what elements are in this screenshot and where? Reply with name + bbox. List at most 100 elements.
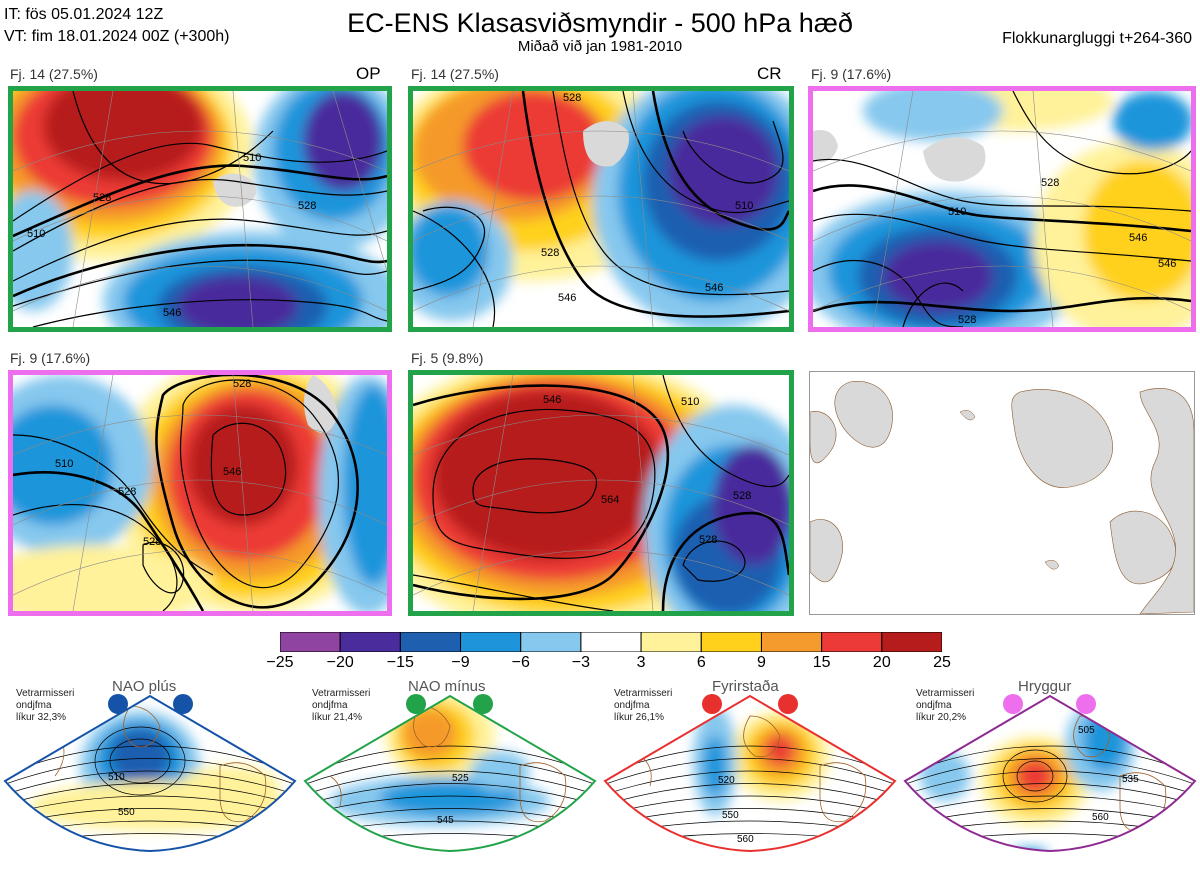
colorbar-tick-label-1: −25 bbox=[266, 654, 294, 671]
regime-3-note-line-2: ondjfma bbox=[614, 700, 650, 711]
regime-4-note-line-2: ondjfma bbox=[916, 700, 952, 711]
colorbar-tick-label-7: 3 bbox=[636, 654, 646, 671]
regime-1-note-line-2: ondjfma bbox=[16, 700, 52, 711]
regime-4-title: Hryggur bbox=[1018, 678, 1072, 695]
page-title: EC-ENS Klasasviðsmyndir - 500 hPa hæð bbox=[347, 8, 853, 38]
regime-1-title: NAO plús bbox=[112, 678, 177, 695]
panel-1-contour-label-4: 528 bbox=[298, 200, 316, 212]
colorbar-swatch-1 bbox=[279, 631, 341, 653]
colorbar-tick-label-12: 25 bbox=[933, 654, 951, 671]
panel-4-contour-label-4: 510 bbox=[55, 458, 73, 470]
panel-2-contour-label-2: 510 bbox=[735, 200, 753, 212]
colorbar-swatch-4 bbox=[460, 631, 522, 653]
regime-3-contour-label-2: 550 bbox=[722, 810, 739, 821]
regime-4-contour-label-3: 560 bbox=[1092, 812, 1109, 823]
panel-1-contour-label-3: 510 bbox=[243, 152, 261, 164]
regime-1-note-line-1: Vetrarmisseri bbox=[16, 688, 75, 699]
classification-window: Flokkunargluggi t+264-360 bbox=[1002, 30, 1192, 47]
cluster-map-panel-5[interactable]: 546 564 528 510 528 bbox=[408, 370, 794, 616]
panel-4-label: Fj. 9 (17.6%) bbox=[10, 350, 91, 366]
panel-5-contour-label-1: 546 bbox=[543, 394, 561, 406]
regime-3-contour-label-3: 560 bbox=[737, 834, 754, 845]
panel-2-tag: CR bbox=[757, 64, 782, 83]
colorbar-swatch-9 bbox=[760, 631, 823, 653]
regime-panel-nao-plus[interactable]: 510 550 NAO plús Vetrarmisseri ondjfma l… bbox=[0, 676, 300, 871]
panel-1-contour-label-2: 528 bbox=[93, 192, 111, 204]
colorbar-tick-label-10: 15 bbox=[812, 654, 831, 671]
panel-1-contour-label-5: 546 bbox=[163, 307, 181, 319]
panel-5-label: Fj. 5 (9.8%) bbox=[411, 350, 484, 366]
colorbar-tick-label-5: −6 bbox=[511, 654, 530, 671]
panel-3-contour-label-5: 546 bbox=[1158, 258, 1176, 270]
panel-3-contour-label-3: 546 bbox=[1129, 232, 1147, 244]
panel-3-label: Fj. 9 (17.6%) bbox=[811, 66, 892, 82]
regime-2-note-line-3: líkur 21,4% bbox=[312, 712, 363, 723]
panel-5-contour-label-2: 564 bbox=[601, 494, 619, 506]
colorbar-tick-label-6: −3 bbox=[571, 654, 591, 671]
colorbar-tick-label-11: 20 bbox=[872, 654, 891, 671]
colorbar-swatch-6 bbox=[580, 631, 642, 653]
panel-5-contour-label-5: 528 bbox=[699, 534, 717, 546]
regime-2-contour-label-1: 525 bbox=[452, 773, 469, 784]
colorbar-labels: −25 −20 −15 −9 −6 −3 3 6 9 15 20 25 bbox=[266, 654, 950, 674]
regime-1-contour-label-2: 550 bbox=[118, 807, 135, 818]
colorbar-swatches bbox=[279, 631, 943, 653]
cluster-map-panel-2[interactable]: 528 510 528 546 546 bbox=[408, 86, 794, 332]
colorbar-tick-label-2: −20 bbox=[326, 654, 354, 671]
cluster-map-panel-1[interactable]: 510 528 510 528 546 bbox=[8, 86, 392, 332]
colorbar-swatch-5 bbox=[520, 631, 582, 653]
colorbar-swatch-3 bbox=[399, 631, 462, 653]
colorbar-tick-label-3: −15 bbox=[386, 654, 414, 671]
panel-3-contour-label-4: 528 bbox=[958, 314, 976, 326]
regime-2-title: NAO mínus bbox=[408, 678, 486, 695]
regime-1-note-line-3: líkur 32,3% bbox=[16, 712, 67, 723]
valid-time: VT: fim 18.01.2024 00Z (+300h) bbox=[4, 28, 230, 45]
colorbar-swatch-10 bbox=[821, 631, 883, 653]
colorbar-tick-label-8: 6 bbox=[696, 654, 706, 671]
panel-2-contour-label-4: 546 bbox=[558, 292, 576, 304]
panel-2-contour-label-5: 546 bbox=[705, 282, 723, 294]
page-subtitle: Miðað við jan 1981-2010 bbox=[517, 38, 683, 55]
regime-4-note-line-3: líkur 20,2% bbox=[916, 712, 967, 723]
regime-3-title: Fyrirstaða bbox=[712, 678, 779, 695]
panel-3-contour-label-1: 510 bbox=[948, 206, 966, 218]
base-map-panel bbox=[809, 371, 1195, 615]
panel-5-contour-label-4: 510 bbox=[681, 396, 699, 408]
regime-panel-ridge[interactable]: 505 535 560 Hryggur Vetrarmisseri ondjfm… bbox=[900, 676, 1200, 871]
colorbar-tick-label-4: −9 bbox=[451, 654, 470, 671]
panel-1-tag: OP bbox=[356, 64, 381, 83]
panel-4-contour-label-5: 528 bbox=[143, 536, 161, 548]
panel-2-contour-label-3: 528 bbox=[541, 247, 559, 259]
regime-4-contour-label-2: 535 bbox=[1122, 774, 1139, 785]
panel-3-contour-label-2: 528 bbox=[1041, 177, 1059, 189]
regime-1-contour-label-1: 510 bbox=[108, 772, 125, 783]
panel-4-contour-label-1: 528 bbox=[233, 378, 251, 390]
panel-2-contour-label-1: 528 bbox=[563, 92, 581, 104]
panel-1-label: Fj. 14 (27.5%) bbox=[10, 66, 98, 82]
regime-panel-nao-minus[interactable]: 525 545 565 NAO mínus Vetrarmisseri ondj… bbox=[300, 676, 600, 871]
panel-5-contour-label-3: 528 bbox=[733, 490, 751, 502]
regime-3-note-line-1: Vetrarmisseri bbox=[614, 688, 673, 699]
panel-1-contour-label-1: 510 bbox=[27, 228, 45, 240]
regime-3-contour-label-1: 520 bbox=[718, 775, 735, 786]
regime-panel-blocking[interactable]: 520 550 560 Fyrirstaða Vetrarmisseri ond… bbox=[600, 676, 900, 871]
colorbar-swatch-11 bbox=[881, 631, 943, 653]
cluster-map-panel-4[interactable]: 528 546 528 510 528 bbox=[8, 370, 392, 616]
colorbar-tick-label-9: 9 bbox=[757, 654, 766, 671]
colorbar-swatch-2 bbox=[339, 631, 401, 653]
colorbar bbox=[279, 631, 943, 653]
regime-2-note: Vetrarmisseri ondjfma líkur 21,4% bbox=[312, 688, 370, 724]
regime-2-note-line-1: Vetrarmisseri bbox=[312, 688, 371, 699]
regime-3-note-line-3: líkur 26,1% bbox=[614, 712, 665, 723]
issue-time: IT: fös 05.01.2024 12Z bbox=[4, 6, 164, 23]
panel-4-contour-label-3: 528 bbox=[118, 486, 136, 498]
regime-4-note: Vetrarmisseri ondjfma líkur 20,2% bbox=[916, 688, 974, 724]
regime-2-note-line-2: ondjfma bbox=[312, 700, 348, 711]
panel-4-contour-label-2: 546 bbox=[223, 466, 241, 478]
regime-4-contour-label-1: 505 bbox=[1078, 725, 1095, 736]
regime-2-contour-label-2: 545 bbox=[437, 815, 454, 826]
regime-1-note: Vetrarmisseri ondjfma líkur 32,3% bbox=[16, 688, 74, 724]
cluster-map-panel-3[interactable]: 510 528 546 528 546 bbox=[808, 86, 1196, 332]
panel-2-label: Fj. 14 (27.5%) bbox=[411, 66, 499, 82]
header-issue-info: IT: fös 05.01.2024 12Z VT: fim 18.01.202… bbox=[4, 4, 229, 48]
